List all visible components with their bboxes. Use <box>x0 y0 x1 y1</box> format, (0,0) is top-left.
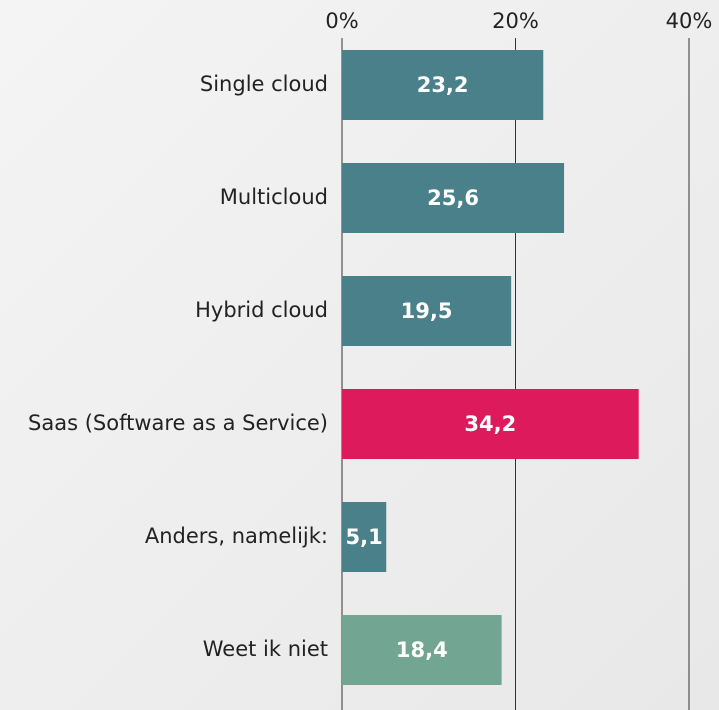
x-tick-label: 20% <box>492 9 539 33</box>
category-label: Weet ik niet <box>203 637 328 661</box>
value-label: 19,5 <box>401 299 453 323</box>
bar <box>342 276 512 346</box>
bar <box>342 615 502 685</box>
category-label: Multicloud <box>220 185 328 209</box>
value-label: 5,1 <box>346 525 383 549</box>
value-label: 23,2 <box>417 73 469 97</box>
bar <box>342 163 565 233</box>
category-label: Anders, namelijk: <box>145 524 328 548</box>
category-label: Single cloud <box>200 72 328 96</box>
value-label: 25,6 <box>427 186 479 210</box>
category-label: Hybrid cloud <box>195 298 328 322</box>
x-tick-label: 40% <box>666 9 713 33</box>
bar <box>342 50 544 120</box>
value-label: 18,4 <box>396 638 448 662</box>
category-label: Saas (Software as a Service) <box>28 411 328 435</box>
x-tick-label: 0% <box>325 9 358 33</box>
bar <box>342 502 387 572</box>
bar <box>342 389 639 459</box>
value-label: 34,2 <box>464 412 516 436</box>
